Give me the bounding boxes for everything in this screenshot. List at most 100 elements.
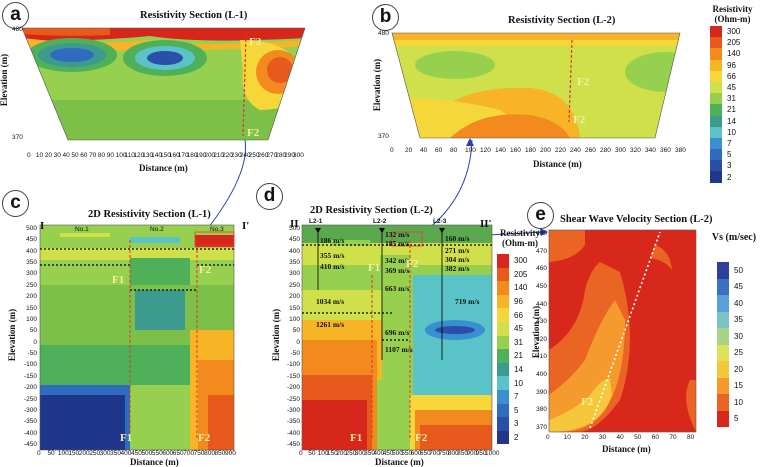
panel-a-xtick: 80 — [97, 152, 106, 159]
panel-b-xtick: 40 — [420, 147, 428, 154]
legend-value: 7 — [514, 392, 519, 402]
panel-c-ytick: -450 — [23, 441, 37, 448]
panel-a-xtick: 230 — [230, 152, 242, 159]
vel-label: 369 m/s — [385, 266, 410, 275]
panel-b-xtick: 0 — [390, 147, 394, 154]
vel-label: 719 m/s — [455, 297, 480, 306]
panel-b-xtick: 380 — [675, 147, 686, 154]
vel-label: 304 m/s — [445, 255, 470, 264]
panel-a-xtick: 140 — [151, 152, 162, 159]
vel-label: 1034 m/s — [316, 297, 345, 306]
legend-value: 45 — [727, 83, 736, 93]
legend-swatch — [717, 394, 729, 411]
panel-c-xtick: 450 — [131, 450, 142, 457]
legend-value: 45 — [514, 324, 523, 334]
panel-c-xtick: 600 — [162, 450, 174, 457]
legend-swatch — [497, 389, 509, 404]
legend-swatch — [710, 149, 722, 161]
panel-d-xtick: 950 — [475, 450, 487, 457]
panel-d-ytick: -50 — [290, 350, 300, 358]
panel-c-ytick: -250 — [23, 395, 37, 403]
panel-d-xtick: 850 — [457, 450, 468, 457]
legend-value: 10 — [734, 397, 743, 407]
panel-e-legend-entry: 30 — [717, 328, 743, 345]
legend-swatch — [497, 376, 509, 390]
panel-b-xtick: 200 — [540, 147, 551, 154]
vel-label: 663 m/s — [385, 284, 410, 293]
legend-swatch — [710, 93, 722, 105]
panel-a-xtick: 90 — [106, 152, 115, 159]
panel-e-ytick: 440 — [536, 300, 547, 308]
panel-e-legend-entry: 10 — [717, 394, 743, 411]
panel-c-ytick: 50 — [29, 327, 37, 335]
panel-b-xtick: 340 — [645, 147, 656, 154]
panel-e-xtick: 70 — [669, 434, 677, 441]
panel-d-ytick: 450 — [289, 236, 300, 244]
panel-c-ytick: 400 — [26, 247, 37, 255]
panel-c-ytick: 450 — [26, 236, 37, 244]
panel-d-xtick: 350 — [364, 450, 375, 457]
panel-d-xtick: 800 — [447, 450, 459, 457]
legend-swatch — [710, 126, 722, 138]
legend-top-entry: 96 — [710, 59, 740, 71]
legend-value: 7 — [727, 138, 732, 148]
panel-d-ytick: -250 — [286, 395, 300, 403]
panel-c-xtick: 200 — [78, 450, 90, 457]
legend-value: 300 — [727, 27, 741, 37]
legend-value: 96 — [514, 297, 523, 307]
panel-c-xtick: 850 — [214, 450, 226, 457]
panel-d-legend-entry: 3 — [497, 417, 527, 431]
legend-value: 14 — [514, 365, 523, 375]
legend-value: 40 — [734, 298, 743, 308]
panel-a-xtick: 100 — [115, 152, 127, 159]
panel-c-ytick: -300 — [23, 406, 37, 414]
panel-d-xtick: 300 — [354, 450, 366, 457]
panel-b-xtick: 80 — [450, 147, 458, 154]
panel-e-legend-entry: 35 — [717, 311, 743, 328]
panel-a-title: Resistivity Section (L-1) — [140, 10, 248, 21]
legend-value: 5 — [727, 150, 732, 160]
panel-e-title: Shear Wave Velocity Section (L-2) — [560, 214, 713, 225]
panel-a-xtick: 40 — [62, 152, 70, 159]
panel-d-xtick: 50 — [308, 450, 316, 457]
panel-b-ytick-top: 480 — [378, 30, 389, 37]
panel-e-badge: e — [527, 202, 554, 229]
panel-c-marker-1: No.1 — [75, 226, 89, 233]
panel-a-fault-bottom: F2 — [247, 127, 260, 139]
panel-e-ytick: 370 — [536, 424, 547, 431]
legend-value: 66 — [514, 310, 523, 320]
legend-top-scale: 300 205 140 96 66 45 31 21 14 10 7 5 3 2 — [710, 26, 740, 183]
legend-value: 31 — [727, 94, 736, 104]
panel-e-ytick: 430 — [536, 318, 547, 326]
panel-e-legend-scale: 50 45 40 35 30 25 20 15 10 5 — [717, 262, 743, 427]
panel-e-xtick: 80 — [687, 434, 695, 441]
panel-a-xtick: 300 — [293, 152, 304, 159]
panel-d-corner-right: II' — [480, 218, 492, 230]
legend-value: 50 — [734, 265, 743, 275]
borehole-l2-1: L2-1 — [309, 218, 323, 225]
legend-value: 66 — [727, 71, 736, 81]
panel-c-ylabel: Elevation (m) — [7, 308, 18, 362]
panel-c-ytick: 300 — [26, 270, 37, 278]
legend-top-entry: 31 — [710, 93, 740, 105]
vel-label: 186 m/s — [320, 236, 345, 245]
legend-value: 35 — [734, 315, 743, 325]
legend-swatch — [717, 328, 729, 345]
panel-e-xtick: 60 — [651, 434, 659, 441]
panel-b-xtick: 220 — [555, 147, 566, 154]
legend-swatch — [710, 70, 722, 82]
panel-c-xtick: 50 — [47, 450, 55, 457]
panel-a-fault-top: F2 — [249, 36, 262, 48]
panel-a-xtick: 280 — [275, 152, 287, 159]
panel-d-legend-entry: 14 — [497, 362, 527, 377]
legend-swatch — [717, 377, 729, 394]
panel-e-xtick: 30 — [598, 434, 607, 441]
panel-a-xtick: 130 — [142, 152, 154, 159]
panel-d-ytick: 50 — [292, 327, 300, 335]
panel-c-xlabel: Distance (m) — [130, 457, 179, 467]
panel-c-corner-left: I — [40, 220, 45, 232]
panel-c-ytick: -350 — [23, 418, 37, 426]
panel-b-xtick: 180 — [525, 147, 536, 154]
panel-b-xtick: 240 — [570, 147, 581, 154]
legend-swatch — [717, 311, 729, 328]
